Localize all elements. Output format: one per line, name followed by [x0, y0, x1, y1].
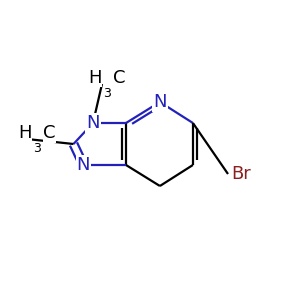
- Text: Br: Br: [232, 165, 251, 183]
- Text: N: N: [86, 114, 100, 132]
- Text: C: C: [113, 69, 126, 87]
- Text: H: H: [18, 124, 32, 142]
- Text: 3: 3: [33, 142, 41, 155]
- Text: C: C: [43, 124, 56, 142]
- Text: N: N: [77, 156, 90, 174]
- Text: H: H: [88, 69, 102, 87]
- Text: 3: 3: [103, 87, 111, 100]
- Text: N: N: [153, 93, 167, 111]
